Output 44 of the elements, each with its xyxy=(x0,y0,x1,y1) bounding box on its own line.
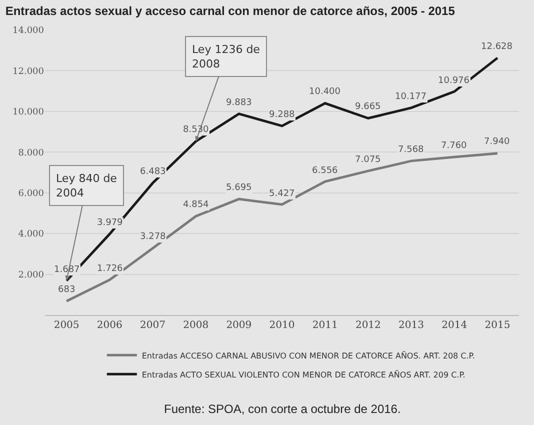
data-label: 683 xyxy=(58,285,76,295)
legend-label: Entradas ACTO SEXUAL VIOLENTO CON MENOR DE CATORCE AÑOS ART. 209 C.P. xyxy=(142,369,466,380)
x-tick-label: 2006 xyxy=(96,320,122,331)
x-tick-label: 2012 xyxy=(355,320,381,331)
data-label: 10.976 xyxy=(438,76,470,86)
source-note: Fuente: SPOA, con corte a octubre de 2016. xyxy=(164,402,401,416)
data-label: 7.760 xyxy=(441,141,468,151)
data-label: 9.288 xyxy=(269,110,296,120)
data-label: 1.726 xyxy=(97,264,124,274)
x-tick-label: 2011 xyxy=(312,320,338,331)
data-label: 3.278 xyxy=(140,232,166,242)
data-label: 4.854 xyxy=(183,200,210,210)
annotation: Ley 1236 de 2008 xyxy=(192,43,260,70)
legend-label: Entradas ACCESO CARNAL ABUSIVO CON MENOR DE CATORCE AÑOS. ART. 208 C.P. xyxy=(142,350,475,360)
chart-title: Entradas actos sexual y acceso carnal con menor de catorce años, 2005 - 2015 xyxy=(5,4,456,18)
y-tick-label: 8.000 xyxy=(18,148,44,158)
data-label: 7.568 xyxy=(398,145,424,155)
y-tick-label: 4.000 xyxy=(18,230,44,240)
data-label: 9.665 xyxy=(355,102,381,112)
data-label: 10.400 xyxy=(309,87,341,97)
data-label: 5.695 xyxy=(226,183,252,193)
x-tick-label: 2008 xyxy=(183,320,209,331)
y-tick-label: 2.000 xyxy=(18,270,44,280)
y-tick-label: 6.000 xyxy=(18,189,44,200)
x-tick-label: 2015 xyxy=(484,320,510,331)
x-tick-label: 2009 xyxy=(226,320,252,331)
data-label: 10.177 xyxy=(395,92,426,102)
annotation: Ley 840 de 2004 xyxy=(56,172,118,200)
data-label: 7.075 xyxy=(355,155,381,165)
y-tick-label: 12.000 xyxy=(12,66,44,77)
data-label: 12.628 xyxy=(481,42,513,52)
x-tick-label: 2005 xyxy=(54,320,80,331)
data-label: 9.883 xyxy=(226,98,252,108)
data-label: 3.979 xyxy=(97,218,124,228)
y-tick-label: 10.000 xyxy=(12,108,44,118)
x-tick-label: 2010 xyxy=(269,320,295,331)
x-tick-label: 2007 xyxy=(140,320,166,331)
y-tick-label: 14.000 xyxy=(12,26,44,36)
data-label: 7.940 xyxy=(484,137,510,147)
x-tick-label: 2013 xyxy=(398,320,424,331)
data-label: 6.483 xyxy=(140,167,166,177)
data-label: 6.556 xyxy=(312,166,338,176)
data-label: 5.427 xyxy=(269,189,295,199)
x-tick-label: 2014 xyxy=(442,320,468,331)
